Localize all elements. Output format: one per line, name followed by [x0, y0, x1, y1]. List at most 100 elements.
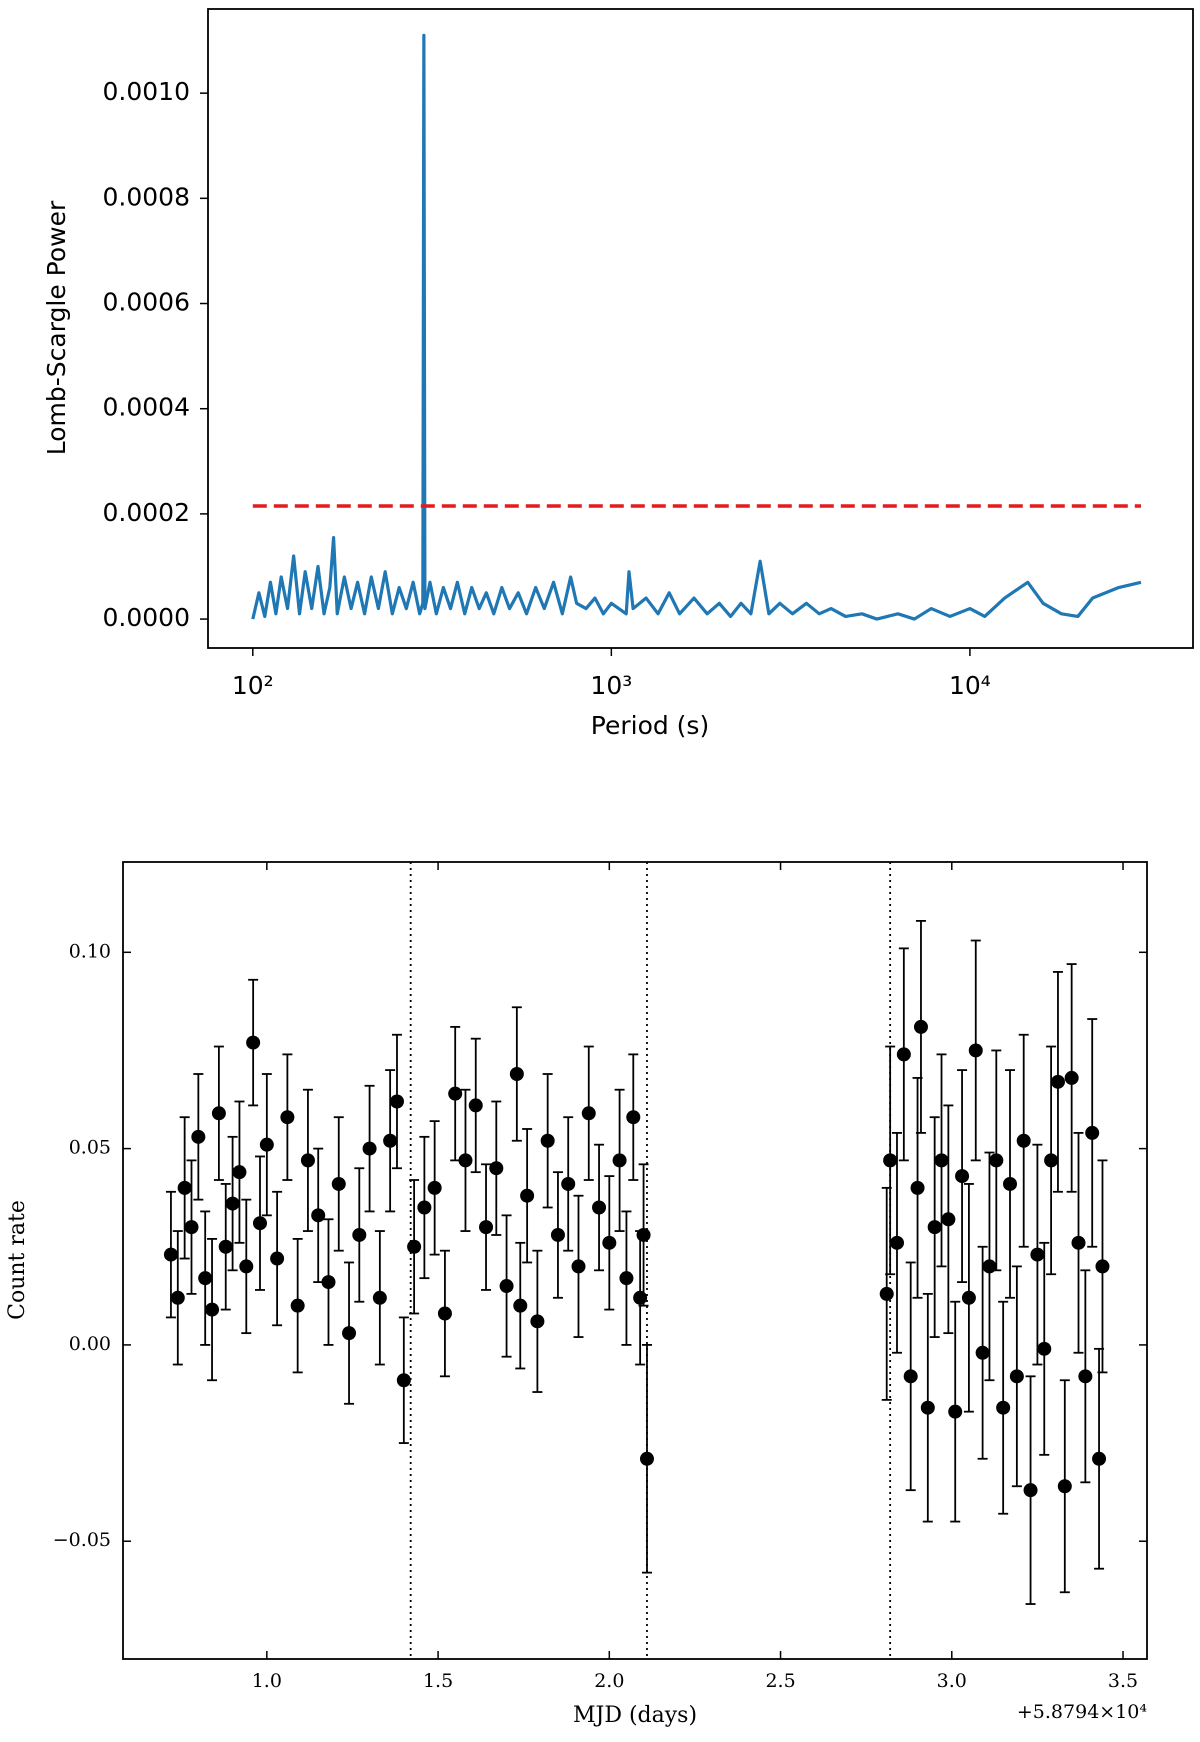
- data-point: [499, 1279, 514, 1294]
- data-point: [239, 1259, 254, 1274]
- data-point: [468, 1098, 483, 1113]
- data-point: [530, 1314, 545, 1329]
- data-point: [626, 1110, 641, 1125]
- data-point: [934, 1153, 949, 1168]
- data-point: [889, 1235, 904, 1250]
- data-point: [1009, 1369, 1024, 1384]
- data-point: [948, 1404, 963, 1419]
- data-point: [389, 1094, 404, 1109]
- data-point: [225, 1196, 240, 1211]
- data-point: [479, 1220, 494, 1235]
- data-point: [941, 1212, 956, 1227]
- data-point: [592, 1200, 607, 1215]
- data-point: [1085, 1125, 1100, 1140]
- data-point: [1044, 1153, 1059, 1168]
- data-point: [489, 1161, 504, 1176]
- data-point: [513, 1298, 528, 1313]
- periodogram-panel: Period (s) Lomb-Scargle Power 10² 10³ 10⁴ 0…: [42, 8, 1194, 740]
- data-point: [177, 1180, 192, 1195]
- data-point: [639, 1451, 654, 1466]
- data-point: [879, 1286, 894, 1301]
- y-tick-label: 0.0004: [103, 393, 190, 422]
- data-point: [1016, 1133, 1031, 1148]
- data-point: [321, 1275, 336, 1290]
- data-point: [927, 1220, 942, 1235]
- data-point: [1071, 1235, 1086, 1250]
- data-point: [982, 1259, 997, 1274]
- data-point: [259, 1137, 274, 1152]
- x-tick-label: 10³: [590, 671, 632, 700]
- data-point: [1078, 1369, 1093, 1384]
- data-point: [509, 1067, 524, 1082]
- data-point: [246, 1035, 261, 1050]
- data-point: [448, 1086, 463, 1101]
- data-point: [280, 1110, 295, 1125]
- y-tick-label: 0.0006: [103, 288, 190, 317]
- data-point: [290, 1298, 305, 1313]
- data-point: [602, 1235, 617, 1250]
- y-tick-label: 0.10: [69, 940, 111, 962]
- data-point: [520, 1188, 535, 1203]
- y-tick-label: −0.05: [53, 1529, 111, 1551]
- data-point: [352, 1227, 367, 1242]
- data-point: [218, 1239, 233, 1254]
- data-point: [1023, 1483, 1038, 1498]
- data-point: [458, 1153, 473, 1168]
- y-axis-label: Lomb-Scargle Power: [42, 200, 71, 455]
- x-axis-label: MJD (days): [573, 1703, 697, 1728]
- data-point: [184, 1220, 199, 1235]
- data-point: [619, 1271, 634, 1286]
- data-point: [1092, 1451, 1107, 1466]
- data-point: [191, 1129, 206, 1144]
- data-point: [252, 1216, 267, 1231]
- data-point: [989, 1153, 1004, 1168]
- x-tick-label: 1.5: [423, 1670, 453, 1692]
- x-tick-label: 2.5: [765, 1670, 795, 1692]
- data-point: [920, 1400, 935, 1415]
- y-tick-label: 0.05: [69, 1137, 111, 1159]
- x-tick-label: 10²: [232, 671, 274, 700]
- data-point: [300, 1153, 315, 1168]
- data-point: [1037, 1341, 1052, 1356]
- data-point: [1057, 1479, 1072, 1494]
- data-point: [205, 1302, 220, 1317]
- data-point: [633, 1290, 648, 1305]
- data-point: [903, 1369, 918, 1384]
- data-point: [407, 1239, 422, 1254]
- data-point: [232, 1165, 247, 1180]
- axes-frame: [122, 861, 1148, 1660]
- x-tick-label: 3.0: [937, 1670, 967, 1692]
- y-tick-label: 0.0010: [103, 77, 190, 106]
- x-tick-label: 3.5: [1108, 1670, 1138, 1692]
- data-point: [910, 1180, 925, 1195]
- data-point: [968, 1043, 983, 1058]
- data-point: [955, 1169, 970, 1184]
- data-point: [540, 1133, 555, 1148]
- data-point: [1003, 1176, 1018, 1191]
- data-point: [996, 1400, 1011, 1415]
- data-point: [612, 1153, 627, 1168]
- data-point: [163, 1247, 178, 1262]
- data-point: [396, 1373, 411, 1388]
- data-point: [1050, 1074, 1065, 1089]
- data-point: [362, 1141, 377, 1156]
- data-point: [913, 1019, 928, 1034]
- data-point: [581, 1106, 596, 1121]
- data-point: [211, 1106, 226, 1121]
- x-tick-label: 10⁴: [949, 671, 991, 700]
- data-point: [437, 1306, 452, 1321]
- data-point: [883, 1153, 898, 1168]
- data-point: [636, 1227, 651, 1242]
- y-tick-label: 0.0008: [103, 182, 190, 211]
- data-point: [417, 1200, 432, 1215]
- data-point: [311, 1208, 326, 1223]
- x-axis-label: Period (s): [591, 711, 709, 740]
- data-point: [561, 1176, 576, 1191]
- y-axis-label: Count rate: [5, 1200, 30, 1320]
- data-point: [975, 1345, 990, 1360]
- data-point: [961, 1290, 976, 1305]
- x-tick-label: 1.0: [252, 1670, 282, 1692]
- y-tick-label: 0.00: [69, 1333, 111, 1355]
- x-offset-label: +5.8794×10⁴: [1017, 1701, 1147, 1723]
